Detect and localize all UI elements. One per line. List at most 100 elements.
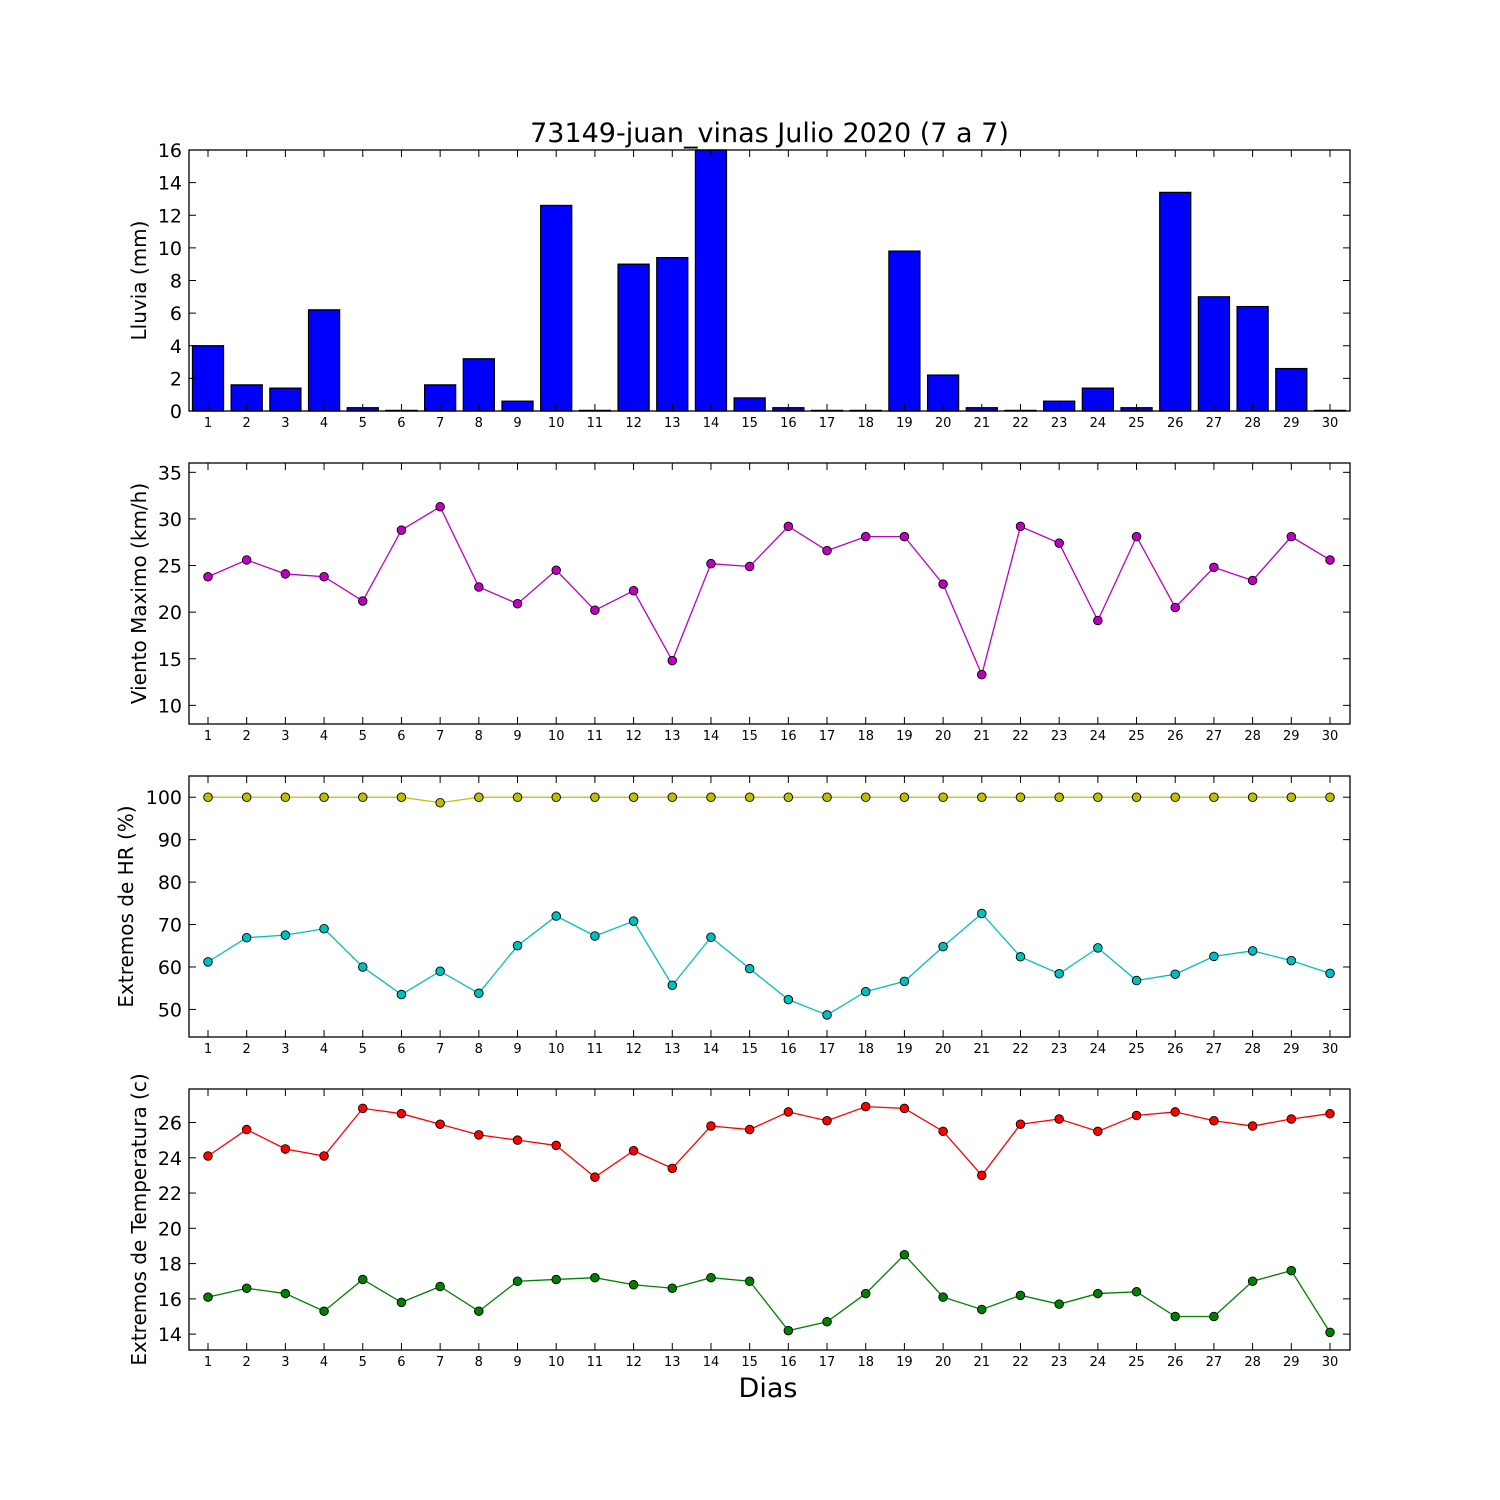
- x-tick-label-29: 29: [1283, 729, 1300, 744]
- x-tick-label-7: 7: [436, 729, 444, 744]
- x-tick-label-23: 23: [1051, 416, 1068, 431]
- series-2-point-day-5: [358, 1274, 368, 1285]
- series-2-point-day-2: [241, 932, 252, 943]
- bar-day-28: [1236, 305, 1269, 412]
- series-1-point-day-27: [1209, 1115, 1219, 1126]
- series-1-point-day-29: [1286, 1114, 1297, 1124]
- x-tick-label-21: 21: [974, 1042, 991, 1057]
- series-1-point-day-20: [938, 1126, 948, 1137]
- x-tick-label-23: 23: [1051, 1042, 1068, 1057]
- y-tick-label: 22: [158, 1183, 182, 1205]
- x-tick-label-28: 28: [1244, 416, 1261, 431]
- series-1-point-day-19: [899, 1103, 910, 1114]
- x-tick-label-11: 11: [587, 1042, 604, 1057]
- x-tick-label-11: 11: [587, 729, 604, 744]
- bar-day-19: [888, 250, 921, 412]
- series-1-line: [208, 796, 1330, 804]
- series-1-point-day-23: [1054, 538, 1064, 548]
- series-1-point-day-21: [977, 792, 987, 802]
- series-2-point-day-22: [1015, 952, 1026, 962]
- x-tick-label-23: 23: [1051, 729, 1068, 744]
- series-2-point-day-4: [319, 1306, 329, 1316]
- x-tick-label-8: 8: [475, 416, 483, 431]
- series-1-point-day-30: [1325, 555, 1335, 565]
- y-axis-label: Lluvia (mm): [127, 221, 151, 341]
- series-1-point-day-12: [628, 792, 639, 802]
- series-2-point-day-29: [1286, 955, 1297, 966]
- series-1-point-day-27: [1209, 562, 1219, 573]
- series-2-point-day-24: [1093, 943, 1103, 953]
- series-2-point-day-18: [860, 986, 871, 997]
- x-tick-label-14: 14: [703, 1355, 720, 1370]
- x-tick-label-7: 7: [436, 1042, 444, 1057]
- series-2-point-day-24: [1093, 1288, 1103, 1299]
- series-1-point-day-27: [1209, 792, 1219, 802]
- x-tick-label-16: 16: [780, 729, 797, 744]
- x-tick-label-17: 17: [819, 729, 836, 744]
- series-1-point-day-26: [1170, 792, 1180, 802]
- x-tick-label-25: 25: [1128, 729, 1145, 744]
- series-2-point-day-15: [744, 1276, 755, 1286]
- x-tick-label-28: 28: [1244, 729, 1261, 744]
- x-tick-label-7: 7: [436, 416, 444, 431]
- x-tick-label-24: 24: [1090, 729, 1107, 744]
- series-1-point-day-2: [241, 555, 252, 565]
- x-tick-label-30: 30: [1322, 1355, 1339, 1370]
- x-tick-label-2: 2: [243, 1355, 251, 1370]
- series-2-point-day-15: [744, 963, 755, 974]
- series-1-point-day-18: [860, 1101, 871, 1112]
- x-tick-label-22: 22: [1012, 416, 1029, 431]
- series-1-point-day-10: [551, 792, 561, 802]
- series-1-point-day-20: [938, 579, 948, 589]
- series-2-point-day-14: [706, 932, 716, 943]
- x-tick-label-11: 11: [587, 1355, 604, 1370]
- x-tick-label-18: 18: [857, 416, 874, 431]
- x-tick-label-28: 28: [1244, 1042, 1261, 1057]
- series-1-point-day-30: [1325, 1108, 1335, 1119]
- axes-frame: [188, 775, 1351, 1038]
- series-2-point-day-19: [899, 976, 910, 987]
- series-2-point-day-13: [667, 1283, 678, 1294]
- series-1-point-day-3: [280, 1144, 291, 1154]
- series-2-point-day-30: [1325, 968, 1335, 979]
- series-2-point-day-28: [1247, 946, 1258, 956]
- x-tick-label-2: 2: [243, 729, 251, 744]
- y-tick-label: 90: [158, 830, 182, 852]
- series-1-point-day-3: [280, 792, 291, 802]
- x-tick-label-13: 13: [664, 1042, 681, 1057]
- series-2-point-day-16: [783, 994, 794, 1005]
- series-1-point-day-23: [1054, 1114, 1064, 1124]
- x-tick-label-21: 21: [974, 729, 991, 744]
- bar-day-29: [1275, 367, 1308, 412]
- x-tick-label-22: 22: [1012, 729, 1029, 744]
- series-1-point-day-4: [319, 1151, 329, 1161]
- x-tick-label-29: 29: [1283, 416, 1300, 431]
- x-tick-label-4: 4: [320, 729, 328, 744]
- x-tick-label-16: 16: [780, 416, 797, 431]
- series-1-point-day-26: [1170, 602, 1180, 613]
- x-tick-label-9: 9: [513, 1042, 521, 1057]
- series-2-point-day-21: [977, 908, 987, 919]
- x-tick-label-27: 27: [1206, 729, 1223, 744]
- series-1-point-day-22: [1015, 792, 1026, 802]
- series-1-point-day-14: [706, 558, 716, 569]
- x-tick-label-20: 20: [935, 729, 952, 744]
- x-tick-label-4: 4: [320, 1042, 328, 1057]
- series-2-point-day-16: [783, 1325, 794, 1336]
- series-1-point-day-29: [1286, 531, 1297, 542]
- x-tick-label-30: 30: [1322, 729, 1339, 744]
- x-tick-label-1: 1: [204, 729, 212, 744]
- series-1-point-day-24: [1093, 615, 1103, 626]
- series-2-point-day-3: [280, 1288, 291, 1299]
- series-2-point-day-1: [203, 1292, 213, 1302]
- series-2-point-day-23: [1054, 969, 1064, 979]
- x-tick-label-6: 6: [397, 729, 405, 744]
- x-tick-label-3: 3: [281, 416, 289, 431]
- series-1-point-day-1: [203, 1151, 213, 1161]
- series-2-point-day-6: [396, 1297, 407, 1308]
- series-1-point-day-25: [1131, 792, 1142, 802]
- series-1-point-day-22: [1015, 1119, 1026, 1130]
- x-tick-label-17: 17: [819, 1042, 836, 1057]
- series-2-point-day-1: [203, 957, 213, 967]
- x-tick-label-24: 24: [1090, 1042, 1107, 1057]
